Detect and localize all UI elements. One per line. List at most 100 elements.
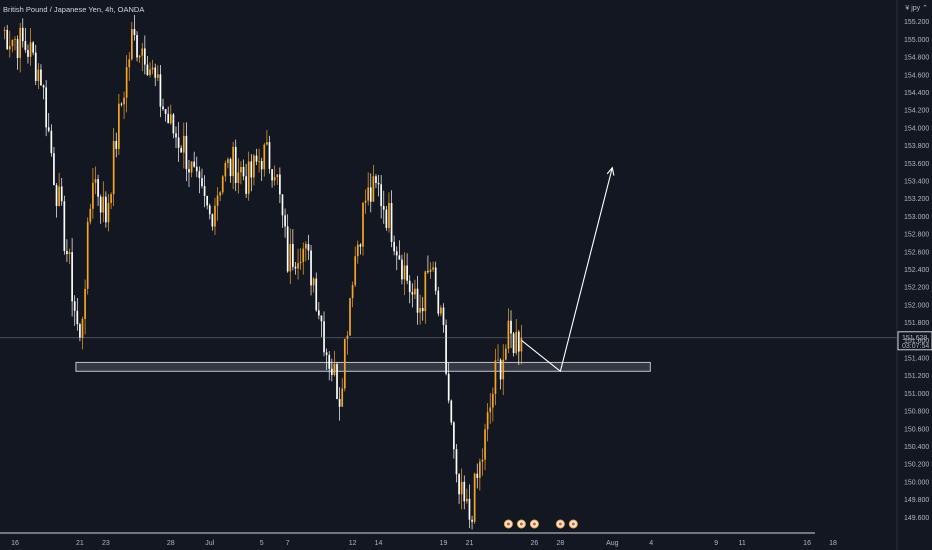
candle <box>40 69 42 86</box>
candle <box>377 182 380 185</box>
candle <box>380 184 383 207</box>
candle <box>395 251 398 256</box>
candle <box>237 172 240 183</box>
x-tick-label: 21 <box>466 540 474 547</box>
candle <box>266 142 268 145</box>
candle <box>154 67 157 78</box>
candle <box>484 429 486 460</box>
y-tick-label: 151.600 <box>904 338 929 345</box>
candle <box>79 324 81 338</box>
candle <box>364 200 367 203</box>
x-tick-label: Aug <box>606 540 619 547</box>
candle <box>284 215 286 227</box>
y-tick-label: 155.200 <box>904 19 929 26</box>
candle <box>330 368 333 375</box>
candle <box>507 320 510 349</box>
support-zone[interactable] <box>75 361 651 372</box>
candle <box>21 27 24 42</box>
candle <box>453 422 455 450</box>
candle <box>447 373 450 401</box>
candle <box>58 186 60 206</box>
candle <box>208 205 211 215</box>
candle <box>432 267 434 270</box>
candle <box>297 263 299 269</box>
candle <box>458 474 460 495</box>
candle <box>276 174 279 178</box>
candle <box>112 141 115 195</box>
candle <box>466 498 468 502</box>
candle <box>258 160 260 162</box>
candle <box>294 266 297 269</box>
candle <box>349 298 351 336</box>
x-tick-label: 4 <box>649 540 653 547</box>
candle <box>317 310 320 316</box>
y-tick-label: 154.000 <box>904 125 929 132</box>
candle <box>206 195 209 206</box>
candle <box>382 206 385 210</box>
y-tick-label: 154.400 <box>904 90 929 97</box>
candle <box>333 364 336 375</box>
y-tick-label: 152.200 <box>904 285 929 292</box>
candle <box>491 393 494 408</box>
candle <box>442 307 445 325</box>
candle <box>193 161 196 167</box>
candle <box>385 209 388 228</box>
candle <box>455 449 458 475</box>
y-tick-label: 152.400 <box>904 267 929 274</box>
candle <box>390 202 393 242</box>
candle <box>92 182 94 209</box>
candle <box>159 74 162 107</box>
candle <box>351 285 354 299</box>
candle <box>94 179 97 183</box>
candle <box>310 250 312 286</box>
candle <box>434 267 437 291</box>
y-tick-label: 149.800 <box>904 497 929 504</box>
candle <box>219 192 221 196</box>
candle <box>188 169 190 173</box>
candle <box>45 87 47 128</box>
candle <box>253 155 255 178</box>
candle <box>149 69 151 76</box>
candle <box>146 64 149 76</box>
candle <box>515 331 518 354</box>
candle <box>429 269 432 272</box>
candle <box>128 59 131 68</box>
candle <box>169 114 172 124</box>
candle <box>343 338 346 389</box>
candle <box>164 109 167 114</box>
candle <box>445 324 447 374</box>
y-tick-label: 150.600 <box>904 426 929 433</box>
candle <box>115 141 118 149</box>
candle <box>401 259 403 280</box>
candle <box>421 308 424 312</box>
y-tick-label: 150.200 <box>904 462 929 469</box>
candle <box>234 146 237 183</box>
x-tick-label: 28 <box>167 540 175 547</box>
candle <box>271 169 273 181</box>
candle <box>89 208 92 222</box>
projection-path[interactable] <box>521 167 613 373</box>
y-tick-label: 150.000 <box>904 479 929 486</box>
currency-label[interactable]: ¥ jpy ⌃ <box>905 4 928 12</box>
candle <box>369 187 372 202</box>
candle <box>162 106 164 110</box>
candle <box>427 271 429 273</box>
candle <box>50 130 53 154</box>
candle <box>479 461 481 478</box>
candle <box>281 194 284 216</box>
candle <box>76 310 79 325</box>
candle <box>403 265 406 280</box>
candle <box>450 400 453 423</box>
candle <box>286 226 289 272</box>
candle <box>53 153 55 186</box>
candle <box>60 186 63 202</box>
projection-arrowhead <box>606 166 615 176</box>
y-tick-label: 152.600 <box>904 249 929 256</box>
candle <box>195 166 198 172</box>
candle <box>494 360 497 394</box>
x-tick-label: 18 <box>829 540 837 547</box>
candle <box>247 161 250 194</box>
candle <box>120 103 123 105</box>
event-dot <box>571 522 575 526</box>
